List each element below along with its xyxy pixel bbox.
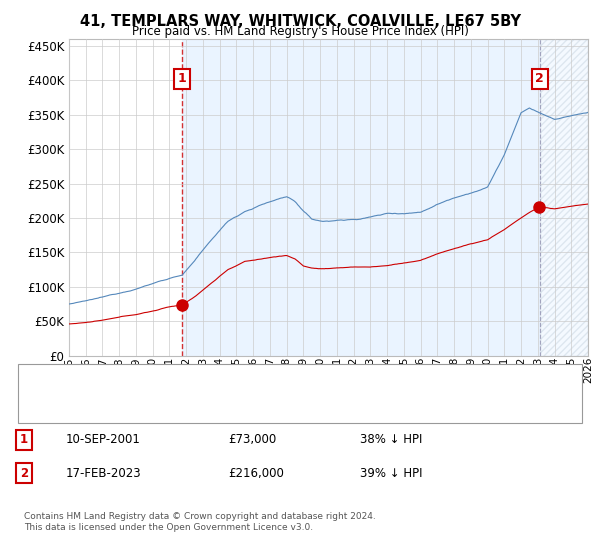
Text: HPI: Average price, detached house, North West Leicestershire: HPI: Average price, detached house, Nort… <box>84 402 412 412</box>
Text: Contains HM Land Registry data © Crown copyright and database right 2024.
This d: Contains HM Land Registry data © Crown c… <box>24 512 376 532</box>
Bar <box>182 39 540 356</box>
Text: Price paid vs. HM Land Registry's House Price Index (HPI): Price paid vs. HM Land Registry's House … <box>131 25 469 38</box>
Text: £73,000: £73,000 <box>228 433 276 446</box>
Text: £216,000: £216,000 <box>228 466 284 480</box>
Text: ———: ——— <box>36 376 74 389</box>
Text: 1: 1 <box>20 433 28 446</box>
Text: 10-SEP-2001: 10-SEP-2001 <box>66 433 141 446</box>
Text: 1: 1 <box>178 72 187 85</box>
Text: 2: 2 <box>20 466 28 480</box>
Text: ———: ——— <box>36 400 74 413</box>
Text: 41, TEMPLARS WAY, WHITWICK, COALVILLE, LE67 5BY (detached house): 41, TEMPLARS WAY, WHITWICK, COALVILLE, L… <box>84 378 457 388</box>
Text: 39% ↓ HPI: 39% ↓ HPI <box>360 466 422 480</box>
Text: 41, TEMPLARS WAY, WHITWICK, COALVILLE, LE67 5BY: 41, TEMPLARS WAY, WHITWICK, COALVILLE, L… <box>79 14 521 29</box>
Bar <box>540 39 588 356</box>
Text: 2: 2 <box>535 72 544 85</box>
Text: 17-FEB-2023: 17-FEB-2023 <box>66 466 142 480</box>
Text: 38% ↓ HPI: 38% ↓ HPI <box>360 433 422 446</box>
